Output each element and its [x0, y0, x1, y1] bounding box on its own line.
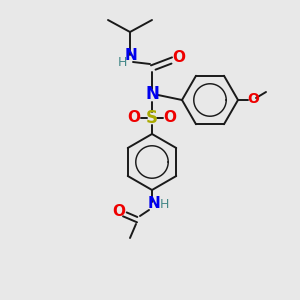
Text: O: O — [164, 110, 176, 125]
Text: N: N — [124, 49, 137, 64]
Text: O: O — [112, 205, 125, 220]
Text: H: H — [159, 199, 169, 212]
Text: O: O — [172, 50, 185, 65]
Text: O: O — [128, 110, 140, 125]
Text: H: H — [117, 56, 127, 68]
Text: S: S — [146, 109, 158, 127]
Text: N: N — [145, 85, 159, 103]
Text: N: N — [148, 196, 160, 211]
Text: O: O — [247, 92, 259, 106]
